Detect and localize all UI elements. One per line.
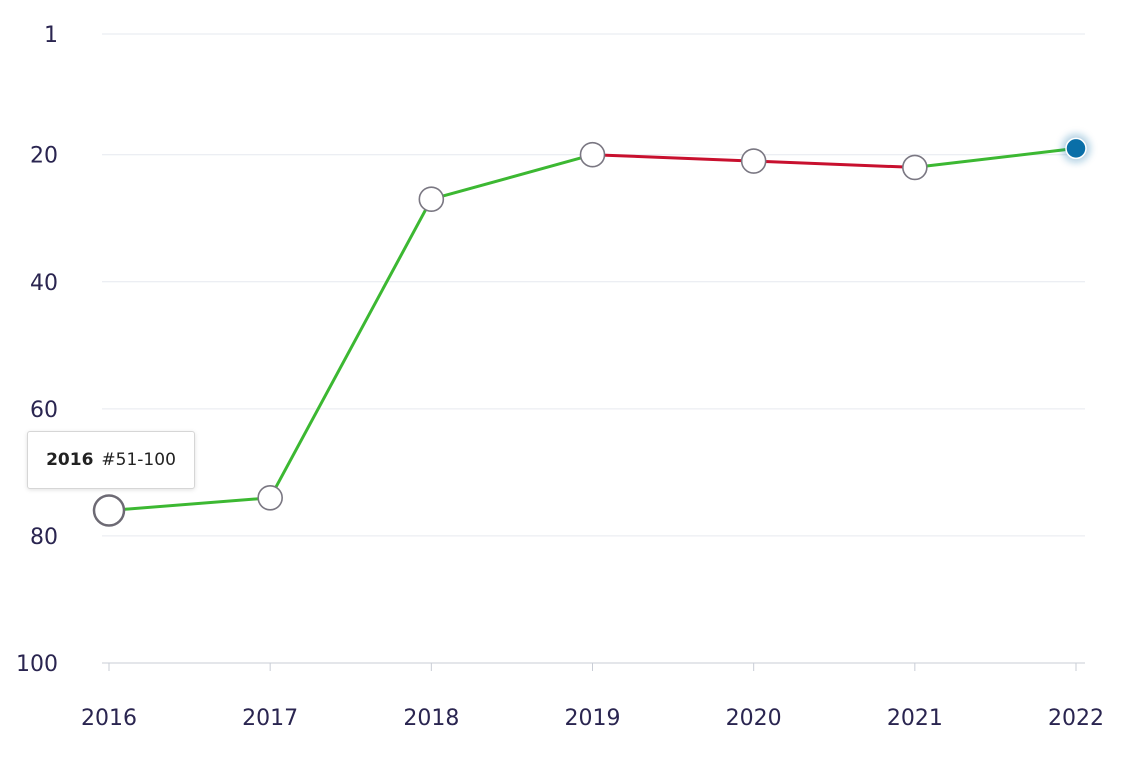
series-segment	[752, 159, 917, 169]
data-point[interactable]	[418, 186, 445, 212]
x-tick-label: 2018	[403, 706, 459, 731]
data-point[interactable]	[579, 141, 606, 168]
data-point[interactable]	[257, 485, 283, 511]
data-point[interactable]	[92, 494, 126, 527]
series-segment	[429, 153, 594, 201]
data-point[interactable]	[902, 154, 928, 181]
data-point-highlighted[interactable]	[1065, 137, 1087, 160]
series-segment	[268, 197, 433, 500]
x-tick-label: 2022	[1048, 706, 1104, 731]
x-tick-label: 2017	[242, 706, 298, 731]
series-segment	[107, 496, 272, 513]
tooltip-rank: #51-100	[101, 450, 176, 470]
y-tick-label: 1	[44, 23, 58, 48]
data-point-tooltip: 2016 #51-100	[27, 431, 195, 489]
tooltip-year: 2016	[46, 450, 94, 470]
x-tick-label: 2021	[887, 706, 943, 731]
y-tick-label: 100	[16, 652, 58, 677]
y-tick-label: 40	[30, 271, 58, 296]
data-point[interactable]	[740, 148, 767, 174]
series-segment	[591, 153, 756, 163]
y-tick-label: 20	[30, 144, 58, 169]
x-tick-label: 2019	[565, 706, 621, 731]
y-tick-label: 60	[30, 398, 58, 423]
y-tick-label: 80	[30, 525, 58, 550]
series-segment	[913, 146, 1078, 169]
x-tick-label: 2020	[726, 706, 782, 731]
x-tick-label: 2016	[81, 706, 137, 731]
